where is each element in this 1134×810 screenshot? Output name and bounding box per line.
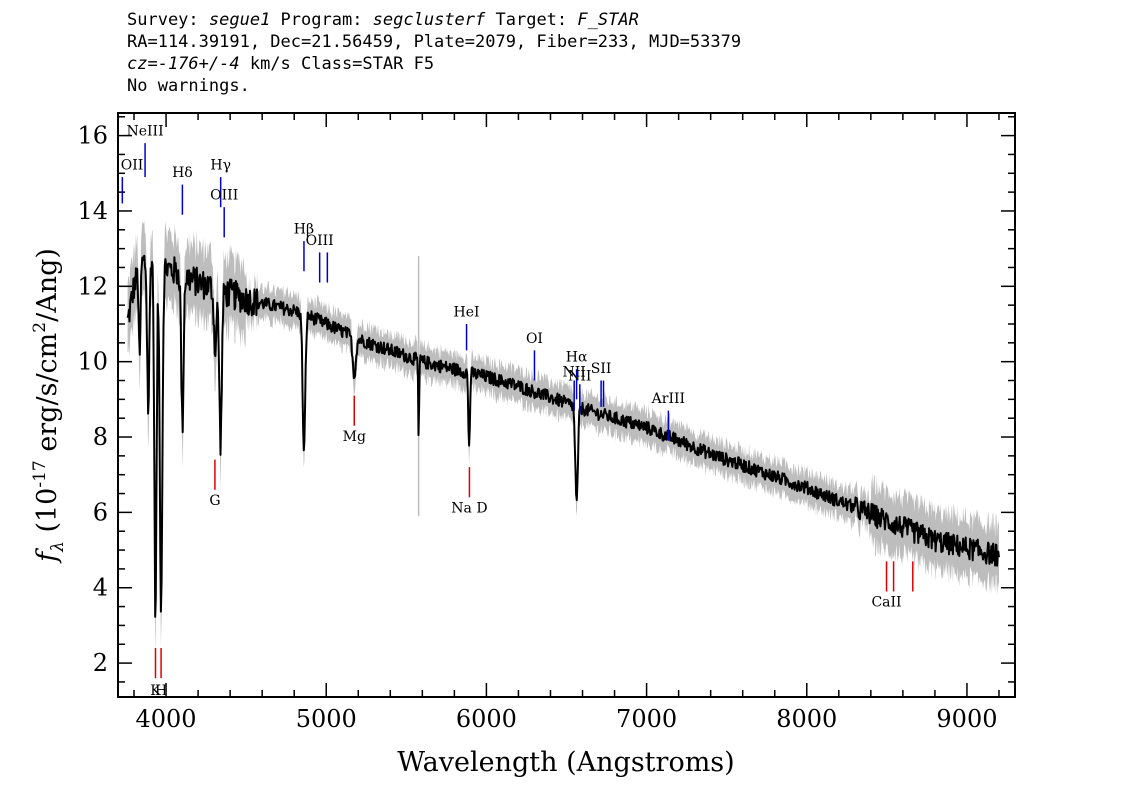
y-tick-label: 8 [93,423,108,451]
x-axis-title: Wavelength (Angstroms) [397,747,734,778]
emission-line-label: OI [526,331,543,347]
absorption-line-label: CaII [871,595,901,611]
emission-line-label: ArIII [651,391,685,407]
emission-line-label: HeI [454,304,480,320]
target-label: Target: [485,10,578,30]
redshift-value: cz=-176+/-4 [127,54,240,74]
x-tick-label: 5000 [296,705,357,733]
program-value: segclusterf [372,10,486,30]
y-tick-label: 6 [93,498,108,526]
header-coordinates-line: RA=114.39191, Dec=21.56459, Plate=2079, … [127,32,742,52]
emission-line-label: OII [121,158,144,174]
program-label: Program: [270,10,373,30]
error-band [127,221,1000,651]
header-survey-line: Survey: segue1 Program: segclusterf Targ… [127,9,1087,31]
y-tick-label: 14 [77,197,108,225]
emission-line-label: SII [591,361,612,377]
flux-series-path [126,254,1000,618]
absorption-line-label: H [155,683,167,699]
absorption-line-label: G [209,493,220,509]
absorption-line-label: Mg [343,429,366,445]
emission-line-label: NeIII [126,124,163,140]
emission-line-label: OIII [210,188,238,204]
error-band-area [127,221,1000,651]
x-tick-label: 6000 [456,705,517,733]
emission-line-label: Hγ [210,158,231,174]
absorption-line-label: Na D [451,500,487,516]
y-tick-label: 10 [77,348,108,376]
emission-line-label: Hβ [294,222,314,238]
survey-label: Survey: [127,10,209,30]
y-tick-label: 2 [93,649,108,677]
emission-line-label: Hα [566,350,588,366]
spectrum-header: Survey: segue1 Program: segclusterf Targ… [127,9,1087,97]
header-warnings-line: No warnings. [127,76,250,96]
flux-line [126,254,1000,618]
y-tick-label: 16 [77,122,108,150]
y-tick-label: 4 [93,574,108,602]
emission-line-label: Hδ [172,165,193,181]
header-redshift-line: cz=-176+/-4 km/s Class=STAR F5 [127,53,1087,75]
y-axis-title: fλ (10-17 erg/s/cm2/Ang) [30,248,68,564]
y-tick-label: 12 [77,272,108,300]
axis-tick-labels: 4000 5000 6000 7000 8000 9000 2 4 6 8 10 12 14 16 [77,122,997,733]
x-tick-label: 8000 [776,705,837,733]
emission-line-label: NII [563,365,586,381]
emission-line-label: NII [568,369,591,385]
plot-frame [117,112,1016,698]
class-value: km/s Class=STAR F5 [239,54,435,74]
x-tick-label: 7000 [616,705,677,733]
emission-line-label: OIII [306,233,334,249]
axis-ticks [118,113,1015,697]
target-value: F_STAR [577,10,639,30]
x-tick-label: 4000 [136,705,197,733]
x-tick-label: 9000 [936,705,997,733]
absorption-line-label: K [150,683,161,699]
survey-value: segue1 [208,10,271,30]
